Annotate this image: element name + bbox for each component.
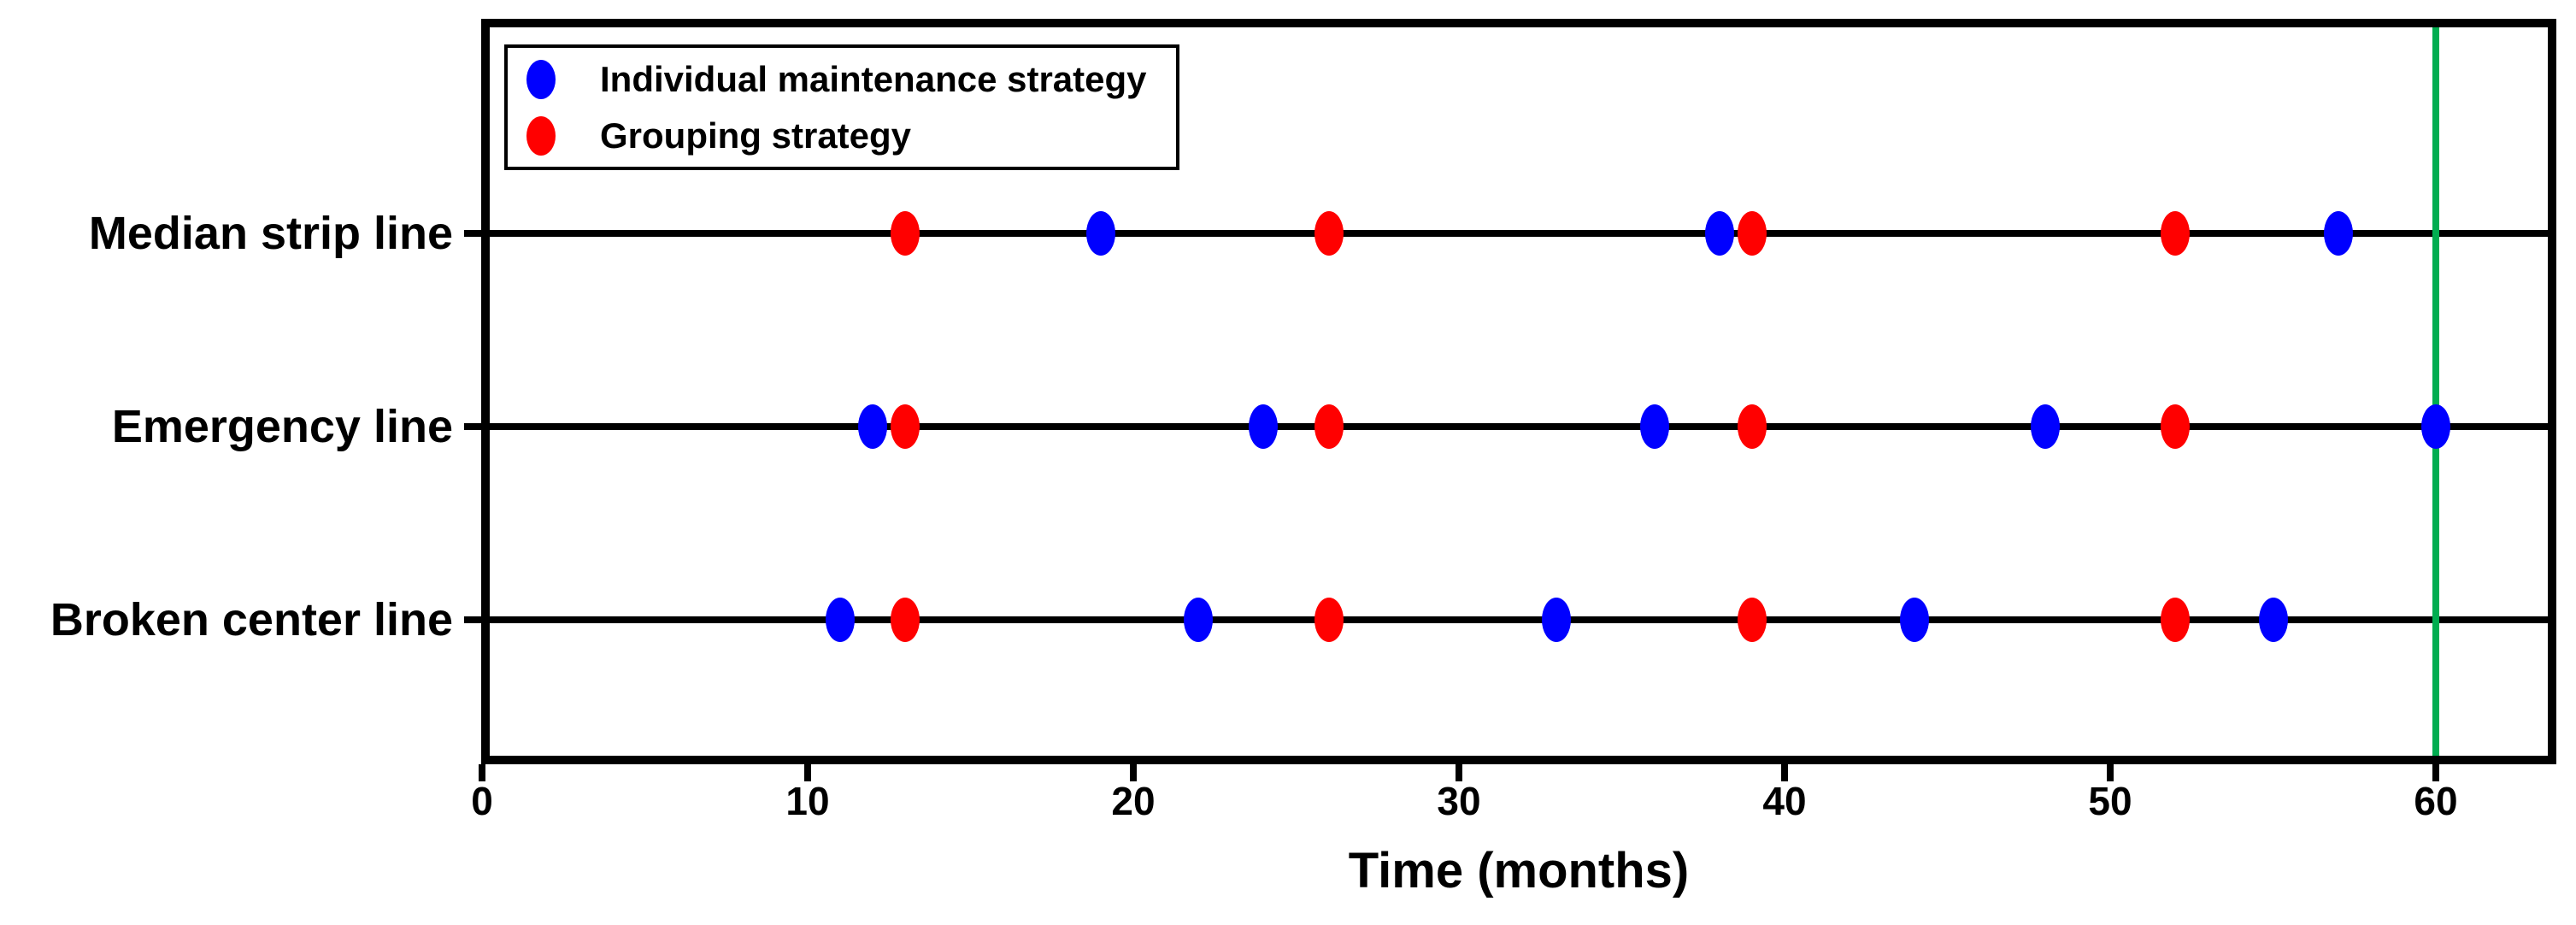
plot-area-border bbox=[481, 19, 2556, 764]
data-point-individual bbox=[1184, 598, 1214, 642]
category-row-line bbox=[490, 423, 2548, 430]
data-point-grouping bbox=[1737, 598, 1767, 642]
x-axis-tick-label: 0 bbox=[471, 779, 493, 823]
legend-label: Grouping strategy bbox=[600, 115, 912, 156]
x-axis-tick bbox=[479, 764, 485, 781]
legend-label: Individual maintenance strategy bbox=[600, 58, 1147, 99]
data-point-grouping bbox=[2161, 598, 2191, 642]
y-axis-tick bbox=[464, 423, 482, 430]
x-axis-tick-label: 60 bbox=[2414, 779, 2458, 823]
x-axis-tick-label: 20 bbox=[1111, 779, 1156, 823]
data-point-individual bbox=[826, 598, 856, 642]
legend-item: Grouping strategy bbox=[521, 111, 1176, 161]
x-axis-tick bbox=[2107, 764, 2114, 781]
data-point-individual bbox=[858, 404, 888, 449]
grouping-marker-icon bbox=[526, 115, 556, 156]
data-point-individual bbox=[2421, 404, 2450, 449]
category-row-line bbox=[490, 616, 2548, 623]
x-axis-tick-label: 50 bbox=[2088, 779, 2132, 823]
data-point-grouping bbox=[891, 211, 920, 256]
y-axis-tick bbox=[464, 616, 482, 623]
x-axis-tick bbox=[2432, 764, 2439, 781]
data-point-grouping bbox=[1737, 404, 1767, 449]
x-axis-tick-label: 10 bbox=[785, 779, 830, 823]
data-point-individual bbox=[1085, 211, 1115, 256]
data-point-individual bbox=[1542, 598, 1572, 642]
x-axis-tick bbox=[1456, 764, 1462, 781]
data-point-grouping bbox=[1314, 211, 1344, 256]
x-axis-tick bbox=[1130, 764, 1137, 781]
data-point-grouping bbox=[1314, 598, 1344, 642]
reference-line-60-months bbox=[2432, 27, 2439, 756]
data-point-grouping bbox=[2161, 211, 2191, 256]
data-point-individual bbox=[2030, 404, 2060, 449]
x-axis-tick-label: 40 bbox=[1762, 779, 1807, 823]
data-point-grouping bbox=[1314, 404, 1344, 449]
y-axis-tick bbox=[464, 230, 482, 237]
data-point-grouping bbox=[891, 404, 920, 449]
x-axis-tick bbox=[804, 764, 811, 781]
data-point-individual bbox=[2258, 598, 2288, 642]
individual-marker-icon bbox=[526, 59, 556, 99]
data-point-individual bbox=[1900, 598, 1930, 642]
row-label: Broken center line bbox=[50, 594, 453, 645]
x-axis-tick bbox=[1781, 764, 1788, 781]
data-point-grouping bbox=[2161, 404, 2191, 449]
data-point-individual bbox=[2323, 211, 2353, 256]
category-row-line bbox=[490, 230, 2548, 237]
row-label: Median strip line bbox=[88, 208, 453, 259]
legend-box: Individual maintenance strategy Grouping … bbox=[504, 44, 1179, 170]
data-point-individual bbox=[1249, 404, 1279, 449]
legend-item: Individual maintenance strategy bbox=[521, 55, 1176, 104]
data-point-grouping bbox=[891, 598, 920, 642]
data-point-grouping bbox=[1737, 211, 1767, 256]
x-axis-title: Time (months) bbox=[1348, 843, 1690, 898]
data-point-individual bbox=[1639, 404, 1669, 449]
x-axis-tick-label: 30 bbox=[1437, 779, 1481, 823]
data-point-individual bbox=[1704, 211, 1734, 256]
row-label: Emergency line bbox=[111, 401, 453, 452]
